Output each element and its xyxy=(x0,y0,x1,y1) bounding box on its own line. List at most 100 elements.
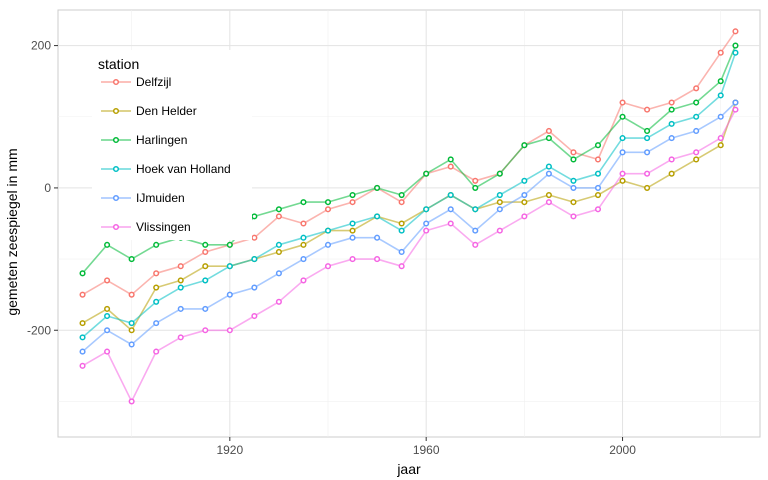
data-point xyxy=(717,92,724,99)
data-point xyxy=(644,106,651,113)
data-point xyxy=(104,305,111,312)
data-point xyxy=(324,199,332,206)
data-point xyxy=(275,206,282,213)
data-point xyxy=(398,191,405,199)
data-point xyxy=(226,291,233,298)
data-point xyxy=(521,177,528,184)
data-point xyxy=(324,241,332,248)
data-point xyxy=(202,241,209,248)
legend-title: station xyxy=(98,56,139,72)
data-point xyxy=(545,199,552,206)
series-line xyxy=(82,30,737,296)
data-point xyxy=(668,156,675,163)
legend-label: Delfzijl xyxy=(136,75,171,89)
data-point xyxy=(693,113,700,120)
data-point xyxy=(202,305,209,312)
data-point xyxy=(732,42,739,49)
data-point xyxy=(177,305,184,312)
data-point xyxy=(594,170,602,177)
data-point xyxy=(128,320,135,327)
legend-label: Hoek van Holland xyxy=(136,162,231,176)
data-point xyxy=(374,184,381,191)
data-point xyxy=(570,184,577,191)
data-point xyxy=(104,241,111,248)
data-point xyxy=(300,199,307,206)
legend-entry: Vlissingen xyxy=(101,220,191,234)
data-point xyxy=(570,149,577,156)
data-point xyxy=(349,256,356,263)
legend-entry: Hoek van Holland xyxy=(101,162,231,176)
data-point xyxy=(644,127,651,135)
data-point xyxy=(570,213,577,220)
data-point xyxy=(668,120,675,127)
data-point xyxy=(619,170,626,177)
data-point xyxy=(545,191,552,199)
data-point xyxy=(732,28,739,35)
data-point xyxy=(251,312,258,320)
y-tick-label: 200 xyxy=(31,39,51,53)
data-point xyxy=(79,320,86,327)
series-line xyxy=(81,101,737,353)
data-point xyxy=(732,99,739,106)
data-point xyxy=(668,170,675,177)
data-point xyxy=(398,248,405,256)
data-point xyxy=(496,206,503,213)
data-point xyxy=(594,184,602,191)
legend-label: Den Helder xyxy=(136,104,197,118)
data-point xyxy=(447,220,454,227)
data-point xyxy=(226,327,233,334)
data-point xyxy=(447,206,454,213)
data-point xyxy=(472,206,479,213)
data-point xyxy=(251,256,258,263)
x-axis-title: jaar xyxy=(396,461,421,477)
data-point xyxy=(398,263,405,270)
data-point xyxy=(153,284,160,291)
series-line xyxy=(82,102,737,332)
data-point xyxy=(668,106,675,113)
data-point xyxy=(472,241,479,248)
data-point xyxy=(226,241,233,248)
series-line xyxy=(81,52,737,339)
y-tick-label: -200 xyxy=(27,323,51,337)
data-point xyxy=(496,191,503,199)
data-point xyxy=(496,170,503,177)
x-tick-label: 2000 xyxy=(609,443,636,457)
data-point xyxy=(275,213,282,220)
data-point xyxy=(717,78,724,85)
data-point xyxy=(644,170,651,177)
data-point xyxy=(693,149,700,156)
data-point xyxy=(717,142,724,149)
legend-label: Vlissingen xyxy=(136,220,191,234)
data-point xyxy=(398,220,405,227)
data-point xyxy=(496,199,503,206)
legend-entries: Delfzijl Den Helder Harlingen Hoek van Holl… xyxy=(101,75,231,234)
data-point xyxy=(570,156,577,163)
data-point xyxy=(545,135,552,142)
legend-label: IJmuiden xyxy=(136,191,185,205)
data-point xyxy=(300,234,307,241)
data-point xyxy=(594,206,602,213)
data-point xyxy=(668,99,675,106)
data-point xyxy=(202,248,209,256)
data-point xyxy=(570,177,577,184)
data-point xyxy=(79,291,86,298)
data-point xyxy=(153,270,160,277)
y-axis-title: gemeten zeespiegel in mm xyxy=(4,148,20,315)
data-point xyxy=(79,362,86,369)
data-point xyxy=(177,284,184,291)
legend-key-point xyxy=(112,136,120,144)
data-point xyxy=(693,127,700,135)
data-point xyxy=(251,234,258,241)
data-point xyxy=(521,191,528,199)
series-layer xyxy=(79,28,739,405)
data-point xyxy=(619,113,626,120)
data-point xyxy=(619,149,626,156)
data-point xyxy=(472,177,479,184)
data-point xyxy=(153,298,160,305)
series-harlingen xyxy=(79,42,739,277)
data-point xyxy=(128,291,135,298)
data-point xyxy=(545,163,552,170)
legend-key-point xyxy=(112,165,120,173)
data-point xyxy=(472,227,479,234)
